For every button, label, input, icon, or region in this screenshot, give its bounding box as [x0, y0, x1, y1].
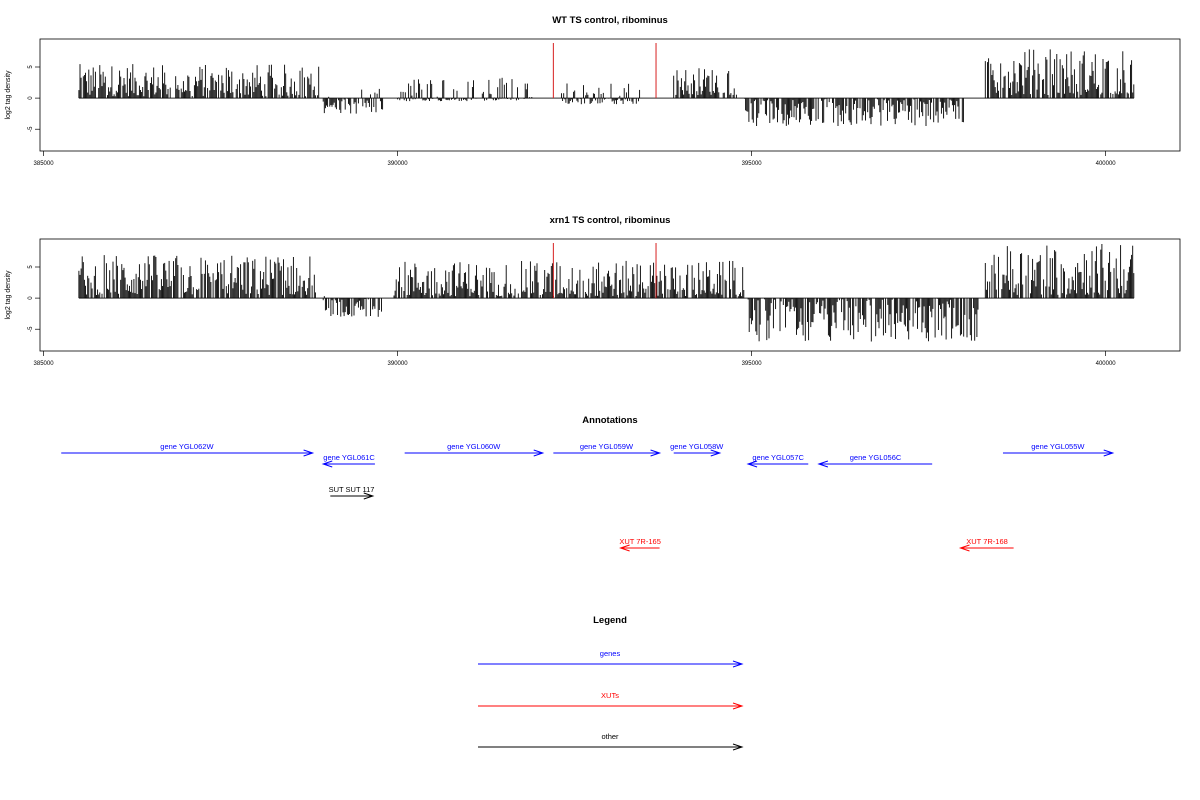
y-tick-label: 0 — [28, 296, 34, 300]
annotations-title: Annotations — [582, 415, 637, 426]
annotation-label: gene YGL060W — [447, 442, 501, 451]
x-tick-label: 390000 — [388, 361, 409, 367]
xrn1-plot-frame — [39, 238, 1181, 352]
y-tick-label: 5 — [28, 265, 34, 269]
arrow-head — [958, 544, 970, 552]
arrow-head — [746, 460, 758, 468]
legend-panel: Legend genes XUTs other — [478, 615, 744, 751]
annotation-label: XUT 7R-168 — [966, 537, 1008, 546]
arrow-head — [363, 492, 375, 500]
y-tick-label: -5 — [28, 126, 34, 132]
x-tick-label: 395000 — [742, 161, 763, 167]
annotation-label: SUT SUT 117 — [329, 485, 375, 494]
x-tick-label: 400000 — [1096, 361, 1117, 367]
annotation-arrows: gene YGL062W gene YGL061C gene YGL060W gene… — [61, 442, 1115, 552]
legend-label: genes — [600, 649, 621, 658]
arrow-head — [710, 449, 722, 457]
wt-axes: -5 0 5 385000 390000 395000 400000 — [28, 65, 1116, 167]
annotation-label: gene YGL057C — [752, 453, 804, 462]
annotation-label: XUT 7R-165 — [619, 537, 661, 546]
x-tick-label: 390000 — [388, 161, 409, 167]
arrow-head — [321, 460, 333, 468]
x-tick-label: 385000 — [34, 161, 55, 167]
wt-track-panel: WT TS control, ribominus log2 tag densit… — [5, 15, 1181, 167]
wt-track-title: WT TS control, ribominus — [552, 15, 668, 26]
legend-label: other — [601, 732, 619, 741]
x-tick-label: 395000 — [742, 361, 763, 367]
annotation-label: gene YGL056C — [850, 453, 902, 462]
xrn1-track-panel: xrn1 TS control, ribominus log2 tag dens… — [5, 215, 1181, 367]
wt-track-ylabel: log2 tag density — [5, 70, 12, 120]
legend-label: XUTs — [601, 691, 619, 700]
x-tick-label: 400000 — [1096, 161, 1117, 167]
y-tick-label: -5 — [28, 326, 34, 332]
legend-title: Legend — [593, 615, 627, 626]
arrow-head — [303, 449, 315, 457]
arrow-head — [533, 449, 545, 457]
y-tick-label: 0 — [28, 96, 34, 100]
arrow-head — [732, 702, 744, 710]
x-tick-label: 385000 — [34, 361, 55, 367]
arrow-head — [619, 544, 630, 552]
arrow-head — [1103, 449, 1115, 457]
annotation-label: gene YGL062W — [160, 442, 214, 451]
annotation-label: gene YGL059W — [580, 442, 634, 451]
wt-plot-frame — [39, 38, 1181, 152]
xrn1-track-ylabel: log2 tag density — [5, 270, 12, 320]
xrn1-track-title: xrn1 TS control, ribominus — [550, 215, 671, 226]
xrn1-axes: -5 0 5 385000 390000 395000 400000 — [28, 265, 1116, 367]
y-tick-label: 5 — [28, 65, 34, 69]
arrow-head — [732, 743, 744, 751]
arrow-head — [817, 460, 829, 468]
arrow-head — [650, 449, 662, 457]
annotation-label: gene YGL058W — [670, 442, 724, 451]
annotation-label: gene YGL061C — [323, 453, 375, 462]
xrn1-bars — [78, 243, 1135, 342]
annotation-label: gene YGL055W — [1031, 442, 1085, 451]
wt-bars — [78, 43, 1135, 126]
legend-items: genes XUTs other — [478, 649, 744, 751]
arrow-head — [732, 660, 744, 668]
